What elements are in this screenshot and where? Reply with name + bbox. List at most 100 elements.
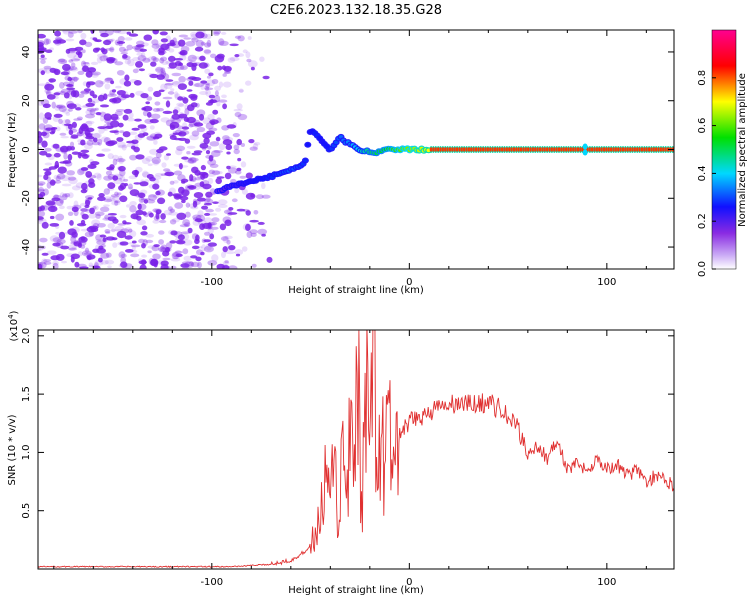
noise-speck — [80, 167, 89, 171]
noise-speck — [87, 97, 93, 103]
noise-speck — [97, 126, 107, 130]
noise-speck — [194, 177, 202, 181]
noise-speck — [103, 188, 111, 195]
noise-speck — [211, 170, 221, 176]
noise-speck — [234, 187, 240, 194]
noise-speck — [185, 41, 196, 47]
noise-speck — [207, 227, 214, 234]
noise-speck — [221, 263, 228, 269]
noise-speck — [144, 179, 150, 184]
noise-speck — [171, 113, 181, 120]
noise-speck — [68, 247, 77, 251]
noise-speck — [198, 113, 205, 121]
y-tick-label: 1.5 — [21, 386, 32, 402]
noise-speck — [111, 200, 121, 206]
noise-speck — [194, 218, 203, 223]
track-core — [305, 143, 310, 147]
noise-speck — [149, 177, 156, 182]
noise-speck — [80, 139, 86, 146]
noise-speck — [116, 41, 126, 44]
noise-speck — [154, 131, 162, 137]
noise-speck — [59, 132, 67, 136]
noise-speck — [250, 66, 255, 71]
noise-speck — [172, 252, 182, 258]
track-core — [527, 147, 530, 152]
noise-speck — [55, 241, 64, 248]
noise-speck — [167, 191, 173, 197]
noise-speck — [183, 37, 191, 40]
noise-speck — [184, 159, 190, 163]
noise-speck — [221, 31, 227, 35]
noise-speck — [196, 197, 207, 202]
noise-speck — [110, 194, 120, 198]
noise-speck — [175, 250, 182, 253]
noise-speck — [191, 37, 199, 43]
noise-speck — [100, 206, 110, 213]
noise-speck — [192, 214, 202, 220]
noise-speck — [222, 261, 230, 265]
noise-speck — [200, 33, 208, 39]
track-core — [662, 147, 665, 152]
noise-speck — [54, 180, 62, 184]
noise-speck — [222, 235, 230, 243]
noise-speck — [138, 196, 145, 203]
noise-speck — [65, 119, 71, 124]
noise-speck — [41, 140, 48, 148]
noise-speck — [100, 136, 109, 143]
noise-speck — [99, 55, 108, 62]
noise-speck — [199, 181, 205, 188]
noise-speck — [49, 235, 60, 243]
noise-speck — [122, 54, 128, 59]
noise-speck — [216, 53, 225, 59]
noise-speck — [222, 216, 232, 224]
noise-speck — [207, 260, 218, 266]
noise-speck — [133, 80, 142, 86]
noise-speck — [195, 31, 205, 39]
noise-speck — [216, 117, 222, 124]
noise-speck — [162, 96, 173, 100]
noise-speck — [116, 177, 123, 181]
track-core — [541, 147, 544, 152]
noise-speck — [217, 199, 228, 205]
noise-speck — [213, 31, 220, 36]
noise-speck — [81, 182, 88, 191]
track-core — [576, 147, 580, 152]
noise-speck — [68, 66, 78, 71]
noise-speck — [68, 177, 78, 185]
noise-speck — [139, 264, 147, 269]
noise-speck — [237, 35, 245, 42]
noise-speck — [134, 45, 144, 51]
noise-speck — [245, 172, 253, 179]
noise-speck — [169, 219, 177, 225]
noise-speck — [52, 96, 59, 100]
noise-speck — [99, 81, 106, 85]
noise-speck — [62, 193, 68, 201]
noise-speck — [200, 84, 205, 90]
noise-speck — [66, 87, 76, 91]
noise-speck — [51, 69, 60, 74]
noise-speck — [212, 109, 219, 115]
noise-speck — [211, 78, 219, 85]
noise-speck — [187, 159, 195, 164]
noise-speck — [73, 76, 78, 82]
noise-speck — [116, 90, 126, 96]
noise-speck — [154, 133, 163, 139]
noise-speck — [221, 251, 226, 259]
noise-speck — [229, 56, 240, 62]
noise-speck — [184, 222, 191, 227]
noise-speck — [99, 234, 107, 238]
noise-speck — [85, 171, 93, 178]
noise-speck — [69, 87, 75, 93]
track-core — [451, 147, 454, 152]
noise-speck — [261, 182, 266, 190]
noise-speck — [61, 119, 72, 127]
track-core — [621, 147, 625, 152]
noise-speck — [188, 178, 195, 182]
noise-speck — [100, 259, 109, 265]
track-core — [659, 147, 663, 152]
noise-speck — [114, 225, 125, 232]
noise-speck — [152, 183, 160, 190]
noise-speck — [135, 90, 145, 96]
noise-speck — [94, 262, 99, 269]
noise-speck — [68, 80, 75, 88]
